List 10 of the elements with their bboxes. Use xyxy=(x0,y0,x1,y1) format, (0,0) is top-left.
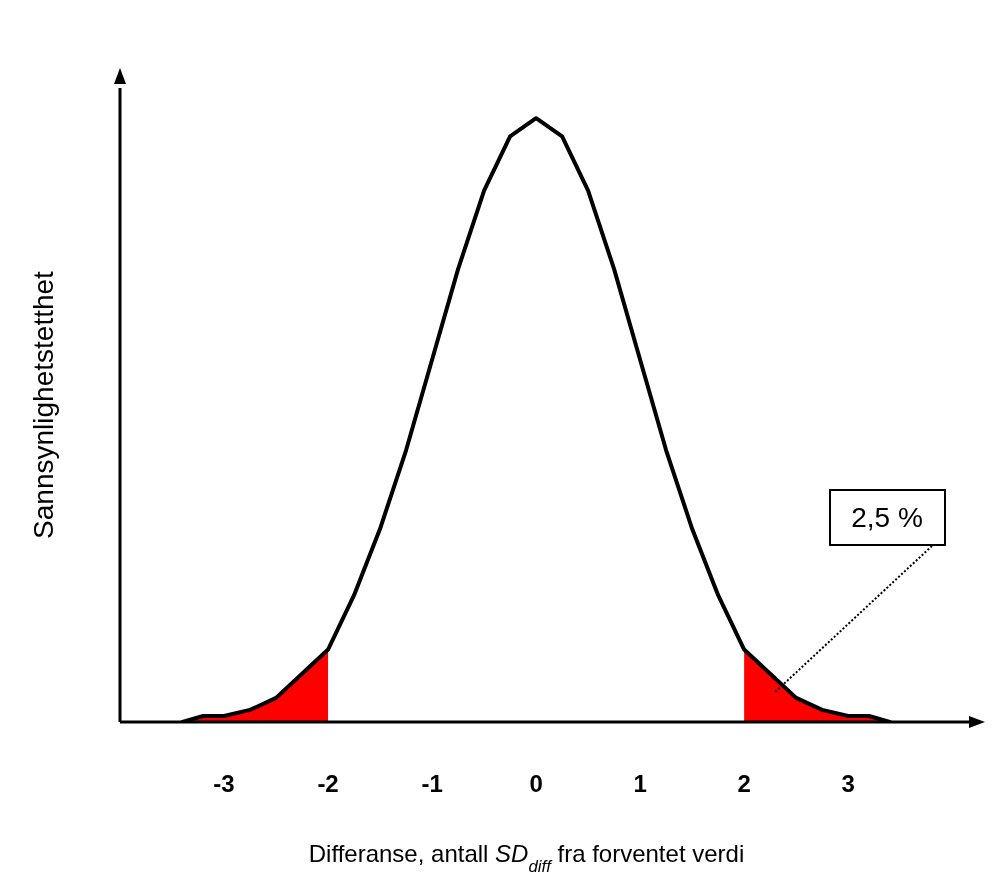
x-tick-label: -3 xyxy=(213,770,235,798)
x-axis-title: Differanse, antall SD$_{diff}$ fra forventet verdi xyxy=(308,840,745,876)
x-tick-label: 0 xyxy=(529,770,543,798)
annotation: 2,5 % xyxy=(851,502,923,533)
x-tick-label: 2 xyxy=(737,770,751,798)
x-tick-label: -2 xyxy=(317,770,339,798)
x-tick-label: 1 xyxy=(633,770,647,798)
y-axis-title: Sannsynlighetstetthet xyxy=(27,270,59,539)
x-tick-label: -1 xyxy=(421,770,443,798)
x-tick-label: 3 xyxy=(841,770,855,798)
